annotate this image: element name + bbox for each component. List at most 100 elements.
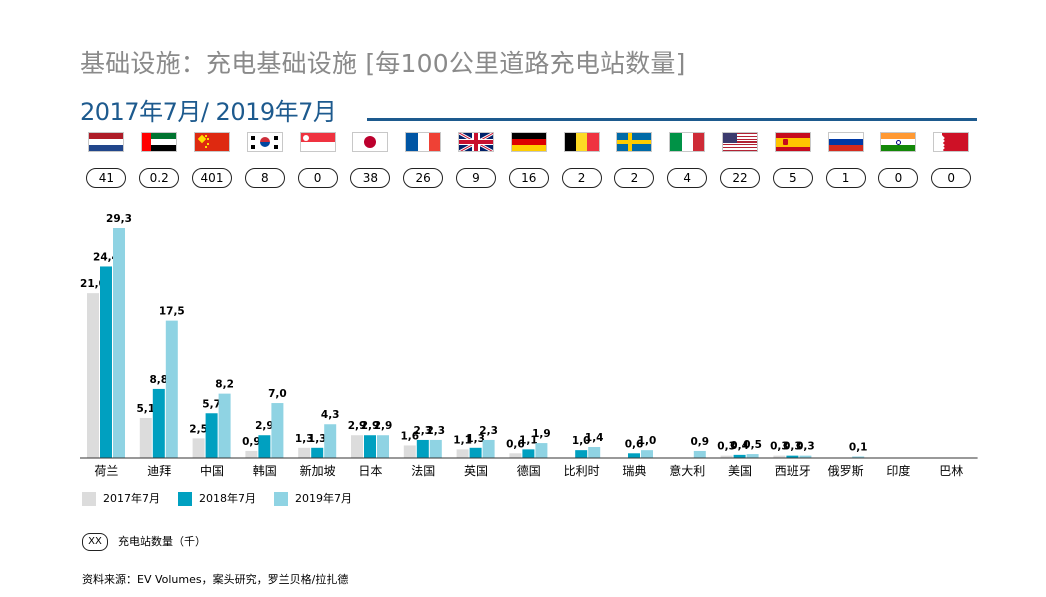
- bar: [87, 293, 99, 458]
- data-label: 0,3: [770, 441, 789, 453]
- category-label: 西班牙: [775, 464, 811, 478]
- bar: [588, 447, 601, 458]
- chart-legend: 2017年7月 2018年7月 2019年7月: [82, 490, 370, 506]
- bar: [258, 435, 271, 458]
- station-count-pill: 5: [772, 168, 813, 188]
- station-count-pill: 2: [614, 168, 655, 188]
- station-count-pill: 41: [86, 168, 127, 188]
- count-pill-sample: XX: [82, 533, 108, 551]
- data-label: 1,1: [519, 434, 538, 446]
- station-count-pill: 8: [244, 168, 285, 188]
- data-label: 8,8: [149, 374, 168, 386]
- bar: [535, 443, 548, 458]
- data-label: 1,3: [466, 433, 485, 445]
- legend-label: 2018年7月: [199, 492, 256, 505]
- singapore-flag-icon: [299, 132, 336, 152]
- data-label: 2,5: [189, 423, 208, 435]
- category-label: 迪拜: [147, 464, 171, 478]
- legend-item: 2019年7月: [274, 490, 352, 506]
- legend-swatch: [178, 492, 192, 506]
- bar: [773, 455, 786, 458]
- bar: [311, 447, 324, 458]
- category-label: 印度: [886, 463, 910, 478]
- bar: [641, 450, 653, 458]
- category-label: 荷兰: [94, 464, 118, 478]
- category-label: 新加坡: [300, 463, 336, 478]
- bar: [139, 417, 152, 458]
- count-note: XX 充电站数量（千）: [82, 533, 206, 551]
- bar: [205, 413, 218, 458]
- russia-flag-icon: [827, 132, 864, 152]
- data-label: 1,3: [295, 433, 314, 445]
- bar: [100, 266, 112, 458]
- category-label: 日本: [358, 464, 382, 478]
- japan-flag-icon: [352, 132, 389, 152]
- bar: [152, 388, 165, 458]
- category-label: 比利时: [564, 464, 600, 478]
- legend-swatch: [82, 492, 96, 506]
- station-count-pill: 0: [878, 168, 919, 188]
- flag-row: [0, 132, 1046, 156]
- data-label: 29,3: [106, 213, 132, 225]
- bar: [377, 435, 389, 458]
- count-note-label: 充电站数量（千）: [118, 535, 206, 548]
- germany-flag-icon: [510, 132, 547, 152]
- data-label: 2,9: [361, 420, 380, 432]
- bar: [416, 439, 429, 458]
- france-flag-icon: [405, 132, 442, 152]
- bar: [218, 393, 231, 458]
- bar: [351, 435, 363, 458]
- data-label: 0,5: [743, 439, 762, 451]
- south-korea-flag-icon: [246, 132, 283, 152]
- bar: [575, 450, 588, 458]
- data-label: 2,9: [255, 420, 274, 432]
- bar: [245, 450, 258, 458]
- category-label: 德国: [517, 463, 541, 478]
- bar: [403, 445, 416, 458]
- bar: [271, 403, 284, 458]
- spain-flag-icon: [774, 132, 811, 152]
- data-label: 24,4: [93, 251, 119, 263]
- bar: [628, 453, 640, 458]
- italy-flag-icon: [669, 132, 706, 152]
- bar: [165, 320, 178, 458]
- legend-item: 2017年7月: [82, 490, 160, 506]
- station-count-pill: 16: [508, 168, 549, 188]
- bar: [733, 454, 746, 458]
- data-label: 1,3: [308, 433, 327, 445]
- data-label: 0,6: [506, 438, 525, 450]
- bar: [324, 424, 337, 458]
- bar: [852, 456, 865, 458]
- period-rule: [367, 118, 977, 121]
- data-label: 17,5: [159, 306, 185, 318]
- bar: [429, 439, 442, 458]
- data-label: 2,3: [413, 425, 432, 437]
- bar: [693, 450, 706, 458]
- data-label: 2,3: [426, 425, 445, 437]
- data-label: 5,1: [136, 403, 155, 415]
- data-label: 0,9: [242, 436, 261, 448]
- data-label: 0,3: [783, 441, 802, 453]
- legend-label: 2019年7月: [295, 492, 352, 505]
- uae-flag-icon: [141, 132, 178, 152]
- category-label: 巴林: [939, 464, 963, 478]
- data-label: 0,6: [625, 438, 644, 450]
- source-note: 资料来源：EV Volumes，案头研究，罗兰贝格/拉扎德: [82, 573, 349, 586]
- data-label: 4,3: [321, 409, 340, 421]
- station-count-pill: 4: [667, 168, 708, 188]
- bar: [720, 455, 733, 458]
- data-label: 2,3: [479, 425, 498, 437]
- bar: [192, 438, 205, 458]
- data-label: 0,1: [849, 442, 868, 454]
- data-label: 1,9: [532, 428, 551, 440]
- sweden-flag-icon: [616, 132, 653, 152]
- uk-flag-icon: [458, 132, 494, 152]
- bar: [509, 453, 522, 458]
- station-count-pill: 22: [720, 168, 760, 188]
- bar: [469, 447, 482, 458]
- station-count-pill: 0: [931, 168, 972, 188]
- category-label: 意大利: [669, 463, 705, 478]
- category-label: 法国: [411, 464, 435, 478]
- data-label: 2,9: [348, 420, 367, 432]
- station-count-pill: 2: [561, 168, 602, 188]
